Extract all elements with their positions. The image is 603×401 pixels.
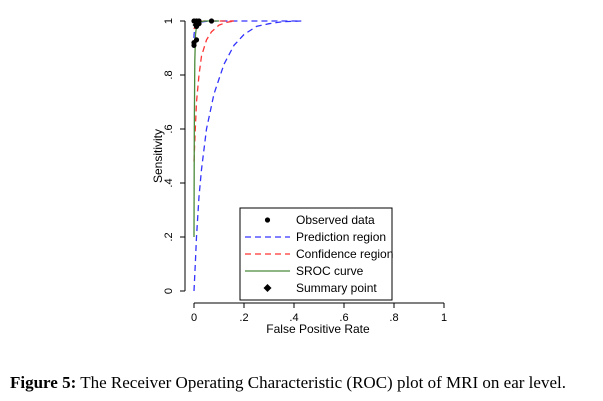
summary-point-marker bbox=[192, 21, 201, 30]
y-tick-label: .8 bbox=[163, 70, 175, 79]
legend-label: SROC curve bbox=[296, 264, 364, 278]
y-tick-label: .2 bbox=[163, 232, 175, 241]
plot-area bbox=[191, 18, 302, 292]
legend-marker-observed-data bbox=[264, 217, 271, 223]
axes: 0 .2 .4 .6 .8 1 0 .2 .4 .6 .8 1 False Positive Rate S… bbox=[151, 18, 447, 336]
x-tick-label: 1 bbox=[441, 312, 447, 324]
legend-box bbox=[239, 207, 393, 301]
caption-text: The Receiver Operating Characteristic (R… bbox=[80, 373, 566, 392]
legend-label: Confidence region bbox=[296, 247, 393, 261]
legend-label: Summary point bbox=[296, 281, 377, 295]
legend-label: Prediction region bbox=[296, 230, 386, 244]
x-tick-label: .8 bbox=[389, 312, 398, 324]
x-tick-label: .6 bbox=[339, 312, 348, 324]
legend-marker-summary-point bbox=[263, 284, 272, 292]
sroc-curve-line bbox=[193, 20, 219, 238]
series-confidence-region-curve bbox=[193, 20, 235, 162]
observed-data-point bbox=[193, 37, 200, 43]
roc-chart: 0 .2 .4 .6 .8 1 0 .2 .4 .6 .8 1 False Positive Rate S… bbox=[151, 18, 447, 336]
y-tick-label: .4 bbox=[163, 178, 175, 187]
y-axis-title: Sensitivity bbox=[151, 129, 165, 183]
x-tick-label: .4 bbox=[289, 312, 298, 324]
caption-label: Figure 5: bbox=[10, 373, 77, 392]
y-tick-label: 1 bbox=[163, 18, 175, 24]
legend: Observed data Prediction region Confidence… bbox=[239, 207, 393, 301]
x-axis-title: False Positive Rate bbox=[266, 322, 370, 336]
legend-label: Observed data bbox=[296, 213, 375, 227]
series-prediction-region-curve bbox=[193, 20, 302, 48]
figure-caption: Figure 5: The Receiver Operating Charact… bbox=[10, 373, 600, 393]
series-prediction-region-curve bbox=[193, 20, 302, 292]
x-tick-label: 0 bbox=[191, 312, 197, 324]
x-tick-label: .2 bbox=[239, 312, 248, 324]
y-tick-label: .6 bbox=[163, 124, 175, 133]
observed-data-point bbox=[191, 42, 197, 48]
observed-data-point bbox=[208, 18, 215, 24]
y-tick-label: 0 bbox=[163, 288, 175, 294]
